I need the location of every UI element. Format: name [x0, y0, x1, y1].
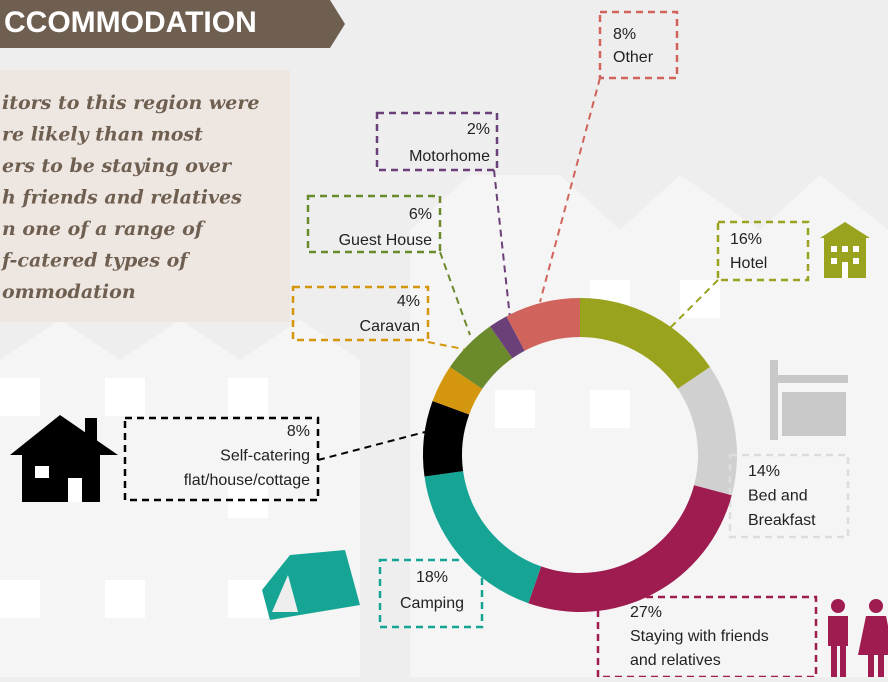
intro-line: h friends and relatives [2, 187, 242, 209]
intro-line: ers to be staying over [2, 155, 233, 177]
donut-segment [580, 298, 711, 389]
donut-segment [422, 401, 470, 477]
intro-box [0, 70, 290, 322]
category-label: Other [613, 49, 654, 66]
tent-icon [262, 550, 360, 620]
intro-text: itors to this region were re likely than … [0, 92, 259, 303]
leader-line [317, 431, 426, 461]
label-box [291, 285, 430, 342]
category-label: Breakfast [748, 512, 816, 529]
leader-line [493, 169, 511, 319]
leader-line [439, 251, 471, 336]
people-icon [828, 599, 888, 677]
intro-line: itors to this region were [2, 92, 259, 114]
value-label: 2% [467, 121, 490, 138]
category-label: flat/house/cottage [184, 472, 310, 489]
category-label: Motorhome [409, 148, 490, 165]
value-label: 14% [748, 463, 780, 480]
value-label: 27% [630, 604, 662, 621]
label-box [378, 558, 484, 629]
donut-segment [506, 298, 580, 351]
label-box [306, 194, 442, 254]
value-label: 16% [730, 231, 762, 248]
intro-line: re likely than most [2, 124, 203, 146]
value-label: 18% [416, 569, 448, 586]
donut-segment [424, 471, 542, 604]
category-label: Staying with friends [630, 628, 769, 645]
label-box [596, 595, 818, 679]
donut-segment [490, 316, 525, 359]
donut-chart: 16% Hotel 14% Bed and Breakfast 27% Staying wi… [123, 10, 850, 679]
leader-line [539, 77, 601, 303]
donut-segment [449, 326, 513, 389]
value-label: 8% [613, 26, 636, 43]
category-label: Hotel [730, 255, 767, 272]
value-label: 4% [397, 293, 420, 310]
category-label: Camping [400, 595, 464, 612]
banner-bg [0, 0, 345, 48]
category-label: Guest House [339, 232, 432, 249]
value-label: 6% [409, 206, 432, 223]
donut-segment [528, 485, 732, 612]
donut-segment [432, 367, 483, 415]
background [0, 175, 888, 677]
category-label: and relatives [630, 652, 721, 669]
intro-line: f-catered types of [0, 250, 190, 272]
donut-segment [677, 367, 738, 496]
bnb-icon [770, 360, 848, 440]
value-label: 8% [287, 423, 310, 440]
category-label: Self-catering [220, 448, 310, 465]
label-box [728, 453, 850, 539]
label-box [375, 111, 499, 172]
banner-title: CCOMMODATION [4, 6, 257, 39]
label-box [598, 10, 679, 80]
category-label: Caravan [360, 318, 420, 335]
label-box [716, 220, 810, 282]
house-icon [10, 415, 118, 502]
intro-line: ommodation [2, 281, 136, 303]
intro-line: n one of a range of [2, 218, 206, 240]
category-label: Bed and [748, 488, 808, 505]
hotel-icon [820, 222, 870, 278]
